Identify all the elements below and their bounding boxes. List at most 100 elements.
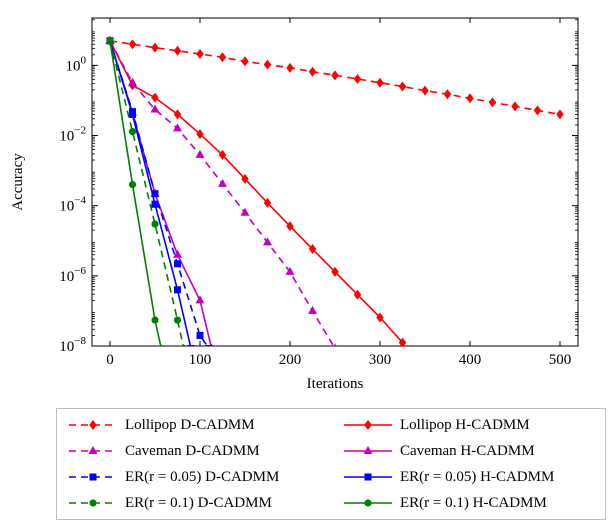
- legend-swatch: [69, 446, 117, 454]
- series-line: [109, 40, 185, 346]
- data-point: [196, 49, 204, 60]
- data-point: [398, 81, 407, 92]
- data-point: [173, 123, 182, 132]
- data-point: [128, 39, 137, 50]
- data-point: [181, 344, 187, 346]
- data-point: [158, 344, 164, 346]
- data-point: [376, 312, 384, 323]
- data-point: [173, 316, 182, 324]
- legend-item: Lollipop H-CADMM: [342, 414, 530, 436]
- data-point: [466, 93, 474, 104]
- data-point: [89, 499, 97, 507]
- y-axis-label: Accuracy: [10, 153, 26, 211]
- legend-swatch: [69, 473, 117, 481]
- data-point: [398, 337, 407, 346]
- legend-swatch: [69, 420, 117, 430]
- legend-swatch: [344, 473, 392, 481]
- legend-swatch: [344, 446, 392, 454]
- y-tick-label: 100: [66, 54, 87, 74]
- data-point: [129, 110, 136, 118]
- data-point: [218, 149, 227, 160]
- series-line: [109, 40, 162, 346]
- data-point: [218, 52, 227, 63]
- legend-item: Lollipop D-CADMM: [67, 414, 255, 436]
- data-point: [128, 180, 137, 189]
- data-point: [205, 344, 213, 346]
- x-tick-label: 0: [106, 352, 114, 368]
- data-point: [263, 197, 272, 208]
- x-tick-label: 400: [459, 352, 482, 368]
- legend-item: ER(r = 0.1) H-CADMM: [342, 492, 547, 514]
- data-point: [556, 109, 564, 120]
- data-point: [488, 97, 497, 108]
- data-point: [353, 73, 362, 84]
- data-point: [218, 178, 227, 187]
- data-point: [533, 105, 542, 116]
- legend-swatch: [69, 499, 117, 507]
- legend-label: ER(r = 0.05) D-CADMM: [125, 468, 280, 485]
- data-point: [286, 62, 294, 73]
- legend-label: Lollipop H-CADMM: [400, 416, 530, 433]
- data-point: [88, 446, 98, 454]
- data-point: [331, 266, 339, 277]
- series-er-r-0-1-h-cadmm: [106, 37, 164, 346]
- data-point: [151, 200, 159, 208]
- legend-label: ER(r = 0.05) H-CADMM: [400, 468, 555, 485]
- data-point: [364, 499, 372, 507]
- axis-ticks: 0 100 200 300 400 500 100 10−2 10−4 10−6 10−8: [59, 18, 578, 368]
- data-point: [364, 473, 372, 481]
- legend-item: ER(r = 0.05) H-CADMM: [342, 466, 554, 488]
- legend-swatch: [344, 499, 392, 507]
- data-point: [195, 295, 205, 304]
- series-line: [109, 40, 404, 344]
- data-point: [308, 66, 317, 77]
- data-point: [196, 129, 204, 140]
- data-point: [263, 237, 272, 246]
- data-point: [151, 316, 159, 324]
- data-point: [353, 289, 362, 300]
- y-tick-label: 10−2: [59, 125, 86, 145]
- data-point: [333, 343, 337, 346]
- data-point: [196, 331, 204, 339]
- x-tick-label: 500: [549, 352, 572, 368]
- data-point: [89, 420, 97, 430]
- data-point: [286, 221, 294, 232]
- data-point: [173, 249, 182, 258]
- legend-item: Caveman H-CADMM: [342, 440, 535, 462]
- data-point: [187, 344, 195, 346]
- data-point: [195, 149, 205, 158]
- legend-item: ER(r = 0.1) D-CADMM: [67, 492, 272, 514]
- legend-item: Caveman D-CADMM: [67, 440, 260, 462]
- legend-label: ER(r = 0.1) D-CADMM: [125, 494, 272, 511]
- y-tick-label: 10−6: [59, 265, 86, 285]
- data-point: [151, 190, 159, 198]
- data-point: [174, 260, 181, 268]
- data-point: [376, 77, 384, 88]
- data-point: [106, 37, 114, 45]
- series-lollipop-d-cadmm: [106, 35, 564, 120]
- data-point: [151, 92, 159, 103]
- data-point: [331, 70, 339, 81]
- data-point: [240, 207, 250, 216]
- data-point: [443, 89, 452, 100]
- data-point: [173, 45, 182, 56]
- data-point: [285, 266, 295, 275]
- data-point: [363, 446, 373, 454]
- data-point: [421, 85, 429, 96]
- x-tick-label: 300: [369, 352, 392, 368]
- data-point: [308, 305, 317, 314]
- data-point: [308, 244, 317, 255]
- data-point: [151, 42, 159, 53]
- data-point: [174, 286, 181, 294]
- data-point: [151, 220, 159, 228]
- series-lollipop-h-cadmm: [106, 35, 407, 346]
- series-line: [109, 40, 561, 116]
- series-layer: [105, 35, 564, 346]
- legend-label: ER(r = 0.1) H-CADMM: [400, 494, 547, 511]
- data-point: [241, 173, 249, 184]
- x-axis-label: Iterations: [307, 376, 364, 392]
- legend-label: Caveman H-CADMM: [400, 442, 535, 459]
- data-point: [173, 109, 182, 120]
- data-point: [128, 127, 137, 136]
- x-tick-label: 100: [189, 352, 212, 368]
